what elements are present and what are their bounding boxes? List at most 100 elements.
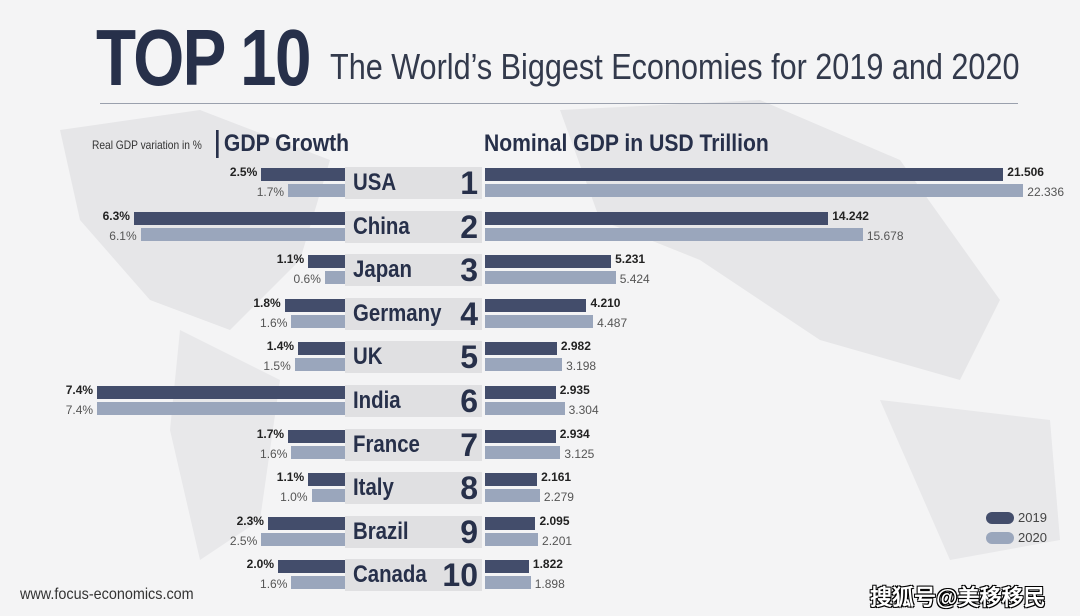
gdp-growth-bar-2020 [140,227,345,241]
nominal-gdp-bar-2020 [485,489,540,503]
country-band [345,515,482,548]
rank-number: 9 [460,513,478,550]
country-band [345,297,482,330]
nominal-gdp-value-2019: 2.934 [559,426,590,441]
gdp-growth-bar-2020 [324,271,345,285]
nominal-gdp-value-2020: 2.201 [542,533,573,548]
gdp-growth-value-2020: 0.6% [293,272,321,287]
gdp-growth-value-2019: 1.8% [253,295,281,310]
nominal-gdp-bar-2019 [485,168,1004,181]
country-label: China [353,212,410,240]
nominal-gdp-bar-2020 [485,314,594,328]
source-url: www.focus-economics.com [20,586,194,603]
gdp-growth-bar-2020 [288,184,345,197]
nominal-gdp-bar-2020 [485,271,616,285]
country-band [345,385,482,417]
gdp-growth-value-2019: 1.1% [276,252,305,267]
gdp-growth-value-2020: 1.5% [263,359,291,374]
country-label: Germany [353,299,442,327]
nominal-gdp-value-2019: 21.506 [1007,165,1044,179]
gdp-growth-value-2020: 6.1% [109,228,137,243]
nominal-gdp-value-2020: 2.279 [543,490,574,505]
gdp-growth-bar-2019 [308,473,345,487]
nominal-gdp-bar-2019 [485,255,612,269]
nominal-gdp-bar-2019 [485,429,556,443]
country-band [345,254,482,287]
gdp-growth-bar-2020 [291,314,345,328]
gdp-growth-bar-2019 [288,429,345,443]
nominal-gdp-bar-2019 [485,211,829,225]
country-label: India [353,387,401,414]
watermark: 搜狐号@美移移民 [870,585,1046,610]
nominal-gdp-bar-2020 [485,184,1024,197]
gdp-growth-value-2020: 1.6% [260,577,288,592]
country-label: Canada [353,561,427,589]
nominal-gdp-bar-2020 [485,445,561,459]
gdp-growth-bar-2019 [278,560,345,574]
nominal-gdp-value-2020: 15.678 [866,228,904,243]
nominal-gdp-value-2020: 3.125 [564,446,595,461]
rank-number: 5 [460,339,478,376]
gdp-growth-value-2019: 2.0% [246,557,274,572]
nominal-gdp-value-2019: 14.242 [832,208,869,223]
gdp-growth-value-2020: 2.5% [229,533,258,548]
nominal-gdp-value-2020: 3.304 [568,403,599,417]
rank-number: 2 [460,208,478,245]
nominal-gdp-value-2020: 1.898 [534,577,565,592]
gdp-growth-value-2020: 1.0% [280,490,308,505]
nominal-gdp-bar-2019 [485,516,536,530]
nominal-gdp-bar-2019 [485,473,538,487]
nominal-gdp-value-2019: 4.210 [590,295,621,310]
legend-label-2019: 2019 [1018,510,1047,525]
nominal-gdp-bar-2020 [485,532,539,546]
nominal-gdp-bar-2020 [485,576,531,590]
country-band [345,167,482,199]
gdp-growth-value-2019: 1.1% [276,470,305,485]
gdp-growth-value-2019: 6.3% [102,208,130,223]
country-band [345,472,482,505]
nominal-gdp-title: Nominal GDP in USD Trillion [484,130,769,157]
gdp-growth-bar-2019 [261,168,345,181]
nominal-gdp-bar-2019 [485,386,556,399]
gdp-growth-bar-2020 [291,445,345,459]
gdp-growth-bar-2019 [298,342,345,356]
nominal-gdp-value-2020: 22.336 [1027,185,1064,199]
nominal-gdp-bar-2020 [485,227,863,241]
gdp-growth-title: GDP Growth [216,130,349,158]
country-label: Brazil [353,517,409,545]
nominal-gdp-value-2020: 3.198 [566,359,597,374]
nominal-gdp-value-2019: 2.935 [559,383,590,397]
gdp-growth-value-2020: 1.6% [260,446,288,461]
country-band [345,428,482,461]
nominal-gdp-bar-2019 [485,298,587,312]
gdp-growth-bar-2019 [133,211,345,225]
nominal-gdp-value-2019: 2.161 [541,470,572,485]
legend-swatch-2019 [986,512,1014,524]
country-label: USA [353,169,397,196]
rank-number: 1 [460,165,478,201]
nominal-gdp-value-2019: 2.982 [560,339,591,354]
nominal-gdp-value-2019: 1.822 [532,557,563,572]
top10-heading: TOP 10 [96,13,311,102]
gdp-growth-value-2020: 1.7% [256,185,285,199]
gdp-growth-bar-2019 [97,386,345,399]
gdp-growth-bar-2020 [97,402,345,415]
gdp-growth-bar-2020 [311,489,345,503]
country-label: UK [353,343,383,371]
gdp-growth-value-2019: 2.3% [236,513,264,528]
gdp-growth-value-2020: 1.6% [260,315,288,330]
nominal-gdp-value-2020: 4.487 [597,315,628,330]
nominal-gdp-value-2019: 5.231 [615,252,646,267]
gdp-growth-bar-2019 [267,516,345,530]
rank-number: 4 [460,295,478,332]
gdp-growth-subtitle: Real GDP variation in % [92,138,202,152]
gdp-growth-bar-2020 [291,576,345,590]
nominal-gdp-value-2020: 5.424 [619,272,650,287]
gdp-growth-value-2020: 7.4% [65,403,94,417]
legend-swatch-2020 [986,532,1014,544]
gdp-growth-value-2019: 7.4% [65,383,94,397]
nominal-gdp-bar-2020 [485,402,565,415]
country-band [345,341,482,374]
country-label: Italy [353,474,394,502]
country-band [345,210,482,243]
